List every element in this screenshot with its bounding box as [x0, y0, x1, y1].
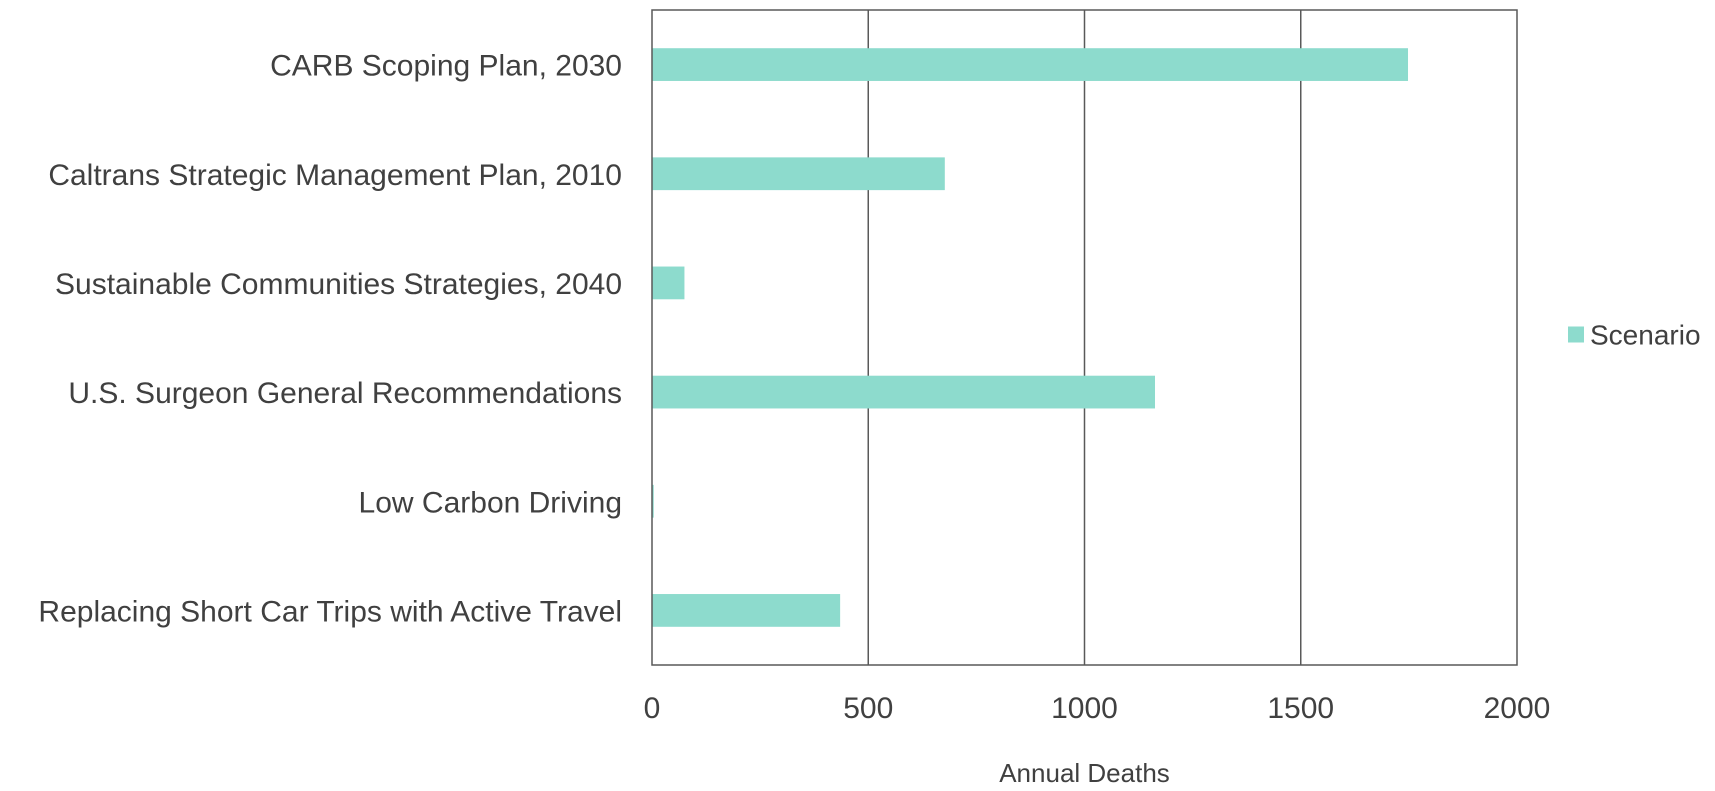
legend-swatch: [1568, 326, 1584, 343]
axes: [651, 9, 1518, 666]
category-label: Caltrans Strategic Management Plan, 2010: [48, 159, 622, 192]
bars: [652, 48, 1409, 627]
bar: [652, 484, 654, 518]
legend: Scenario: [1568, 320, 1701, 351]
category-label: Low Carbon Driving: [359, 486, 622, 519]
x-tick-label: 1500: [1267, 692, 1334, 725]
bar: [652, 48, 1409, 81]
x-axis-title: Annual Deaths: [999, 758, 1170, 786]
category-label: CARB Scoping Plan, 2030: [270, 50, 622, 83]
bar: [652, 594, 841, 627]
category-label: Sustainable Communities Strategies, 2040: [55, 268, 622, 301]
category-label: Replacing Short Car Trips with Active Tr…: [38, 595, 622, 628]
x-tick-label: 2000: [1484, 692, 1551, 725]
category-label: U.S. Surgeon General Recommendations: [68, 377, 622, 410]
labels: 0 500 1000 1500 2000 CARB Scoping Plan, 2030 C…: [38, 50, 1551, 788]
plot-frame: [651, 9, 1518, 666]
bar: [652, 375, 1155, 409]
x-tick-label: 500: [843, 692, 893, 725]
grid-lines: [867, 10, 1302, 665]
bar: [652, 266, 685, 300]
bar: [652, 157, 945, 191]
legend-label: Scenario: [1590, 320, 1701, 351]
x-tick-label: 1000: [1051, 692, 1118, 725]
x-tick-label: 0: [644, 692, 661, 725]
